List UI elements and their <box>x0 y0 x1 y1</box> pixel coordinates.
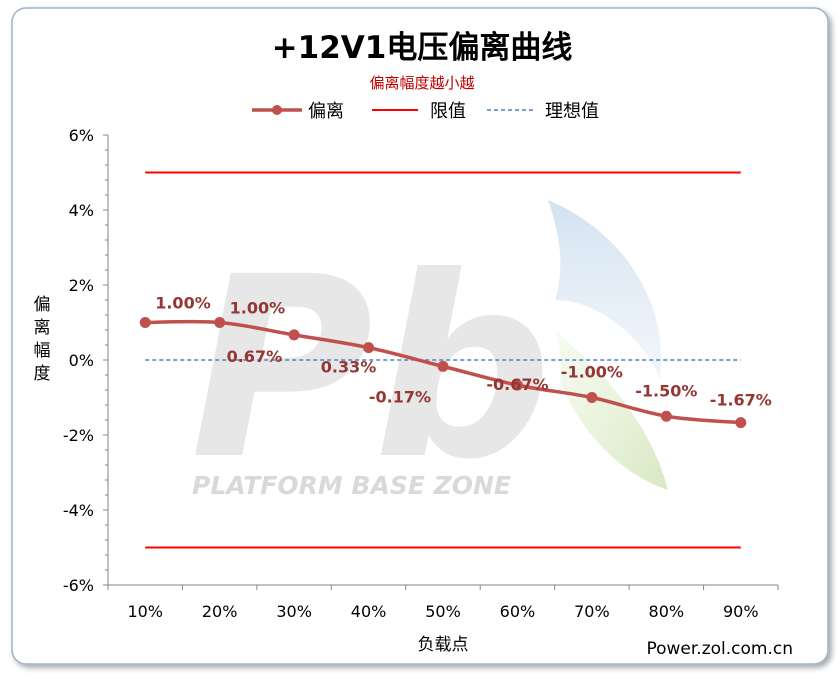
x-tick-label: 10% <box>127 602 163 621</box>
y-tick-label: 6% <box>69 126 94 145</box>
x-tick-label: 60% <box>500 602 536 621</box>
data-point <box>437 360 449 372</box>
x-tick-label: 50% <box>425 602 461 621</box>
chart-subtitle: 偏离幅度越小越 <box>369 74 474 92</box>
y-tick-label: 2% <box>69 276 94 295</box>
data-label: -0.17% <box>369 387 431 406</box>
data-label: -1.67% <box>710 391 772 410</box>
legend-item-ideal: 理想值 <box>487 101 599 122</box>
watermark-text: PLATFORM BASE ZONE <box>192 471 511 500</box>
y-tick-label: -4% <box>63 501 94 520</box>
data-point <box>511 379 523 391</box>
x-tick-label: 30% <box>276 602 312 621</box>
y-axis-title: 偏离幅度 <box>34 295 51 384</box>
legend-label-ideal: 理想值 <box>545 101 599 122</box>
legend: 偏离 限值 理想值 <box>252 101 599 122</box>
y-tick-label: 0% <box>69 351 94 370</box>
x-tick-label: 70% <box>574 602 610 621</box>
data-point <box>660 410 672 422</box>
watermark-swoosh-blue <box>548 200 662 380</box>
y-tick-label: -2% <box>63 426 94 445</box>
data-label: 0.67% <box>227 347 283 366</box>
x-tick-label: 40% <box>351 602 387 621</box>
x-tick-label: 90% <box>723 602 759 621</box>
data-point <box>586 392 598 403</box>
data-point <box>139 317 151 328</box>
x-tick-label: 20% <box>202 602 238 621</box>
legend-label-limit: 限值 <box>430 101 466 122</box>
y-ticks: -6% -4% -2% 0% 2% 4% 6% <box>63 126 108 595</box>
data-point <box>214 317 226 328</box>
legend-label-deviation: 偏离 <box>308 101 344 122</box>
watermark-logo: Pb <box>190 223 552 514</box>
data-label: -1.00% <box>561 363 623 382</box>
data-label: 1.00% <box>230 299 286 318</box>
source-credit: Power.zol.com.cn <box>646 639 793 659</box>
legend-item-limit: 限值 <box>372 101 466 122</box>
y-tick-label: 4% <box>69 201 94 220</box>
data-label: 1.00% <box>155 294 211 313</box>
data-label: -0.67% <box>486 375 548 394</box>
data-label: 0.33% <box>321 358 377 377</box>
data-point <box>735 417 747 429</box>
plot-area: 1.00% 1.00% 0.67% 0.33% -0.17% -0.67% -1.00% -1… <box>139 171 772 549</box>
y-tick-label: -6% <box>63 576 94 595</box>
x-axis-title: 负载点 <box>418 635 469 655</box>
data-point <box>363 342 375 354</box>
x-ticks: 10% 20% 30% 40% 50% 60% 70% 80% 90% <box>107 585 779 621</box>
legend-item-deviation: 偏离 <box>252 101 344 122</box>
x-tick-label: 80% <box>649 602 685 621</box>
data-point <box>288 329 300 341</box>
chart-title: +12V1电压偏离曲线 <box>272 30 573 66</box>
watermark-swoosh-green <box>555 330 668 490</box>
watermark: Pb PLATFORM BASE ZONE <box>190 200 668 514</box>
data-label: -1.50% <box>635 381 697 400</box>
